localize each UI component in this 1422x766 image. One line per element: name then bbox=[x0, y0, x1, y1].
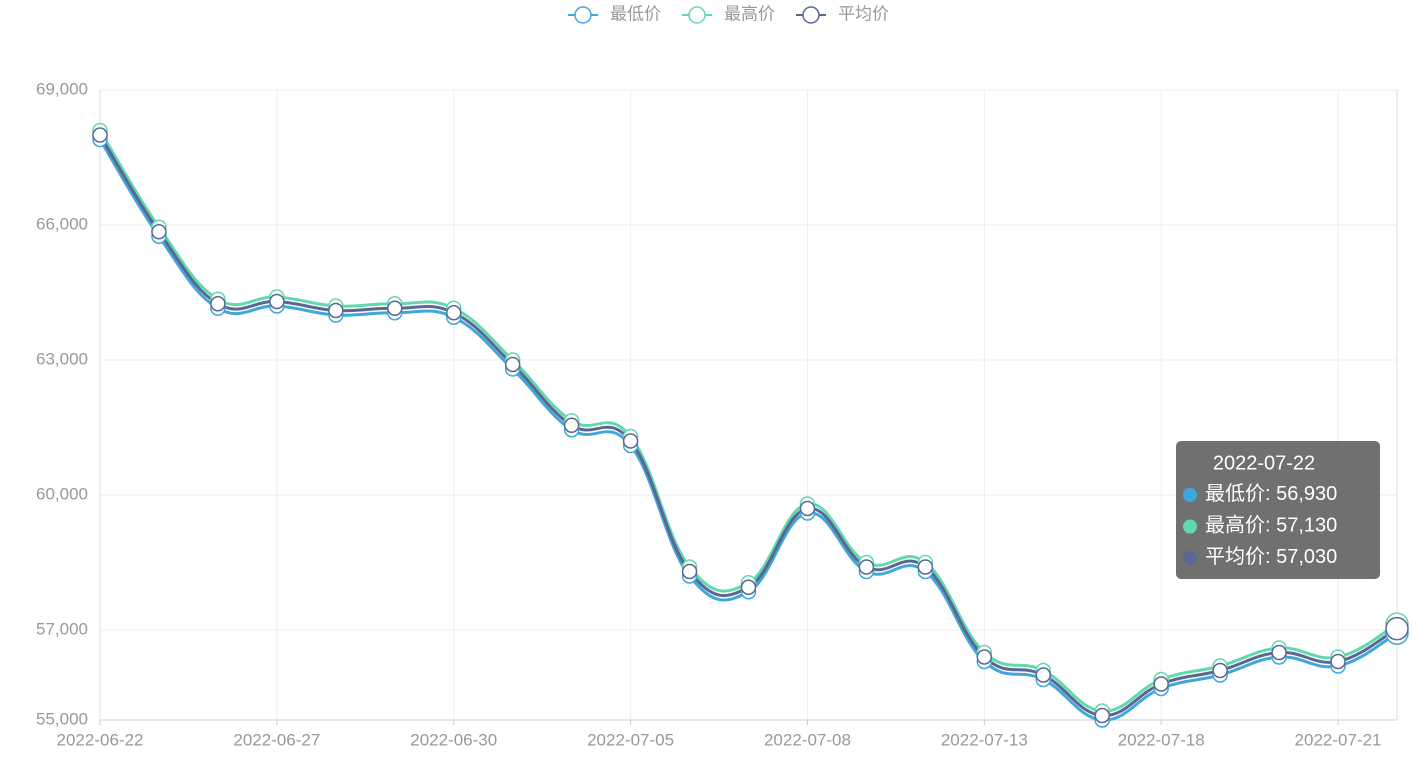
point-marker bbox=[1035, 667, 1052, 683]
y-tick-label: 69,000 bbox=[36, 79, 88, 98]
y-tick-label: 66,000 bbox=[36, 214, 88, 233]
point-marker bbox=[917, 559, 934, 575]
point-marker bbox=[328, 302, 344, 319]
tooltip-series-name: 最高价 bbox=[1205, 514, 1265, 537]
y-tick-label: 57,000 bbox=[36, 619, 88, 638]
point-marker bbox=[740, 579, 757, 595]
point-marker bbox=[1212, 662, 1228, 679]
tooltip-dot bbox=[1183, 551, 1197, 565]
tooltip-dot bbox=[1183, 519, 1197, 534]
tooltip: 2022-07-22 最低价: 56,930 最高价: 57,130 平均价: 57,… bbox=[1176, 441, 1380, 579]
legend-marker bbox=[802, 6, 820, 24]
point-marker bbox=[1153, 676, 1169, 692]
point-marker bbox=[269, 293, 285, 310]
point-marker bbox=[799, 500, 816, 517]
point-marker bbox=[681, 563, 698, 580]
y-tick-label: 60,000 bbox=[36, 484, 88, 503]
point-marker bbox=[210, 296, 226, 312]
tooltip-separator: : bbox=[1265, 483, 1276, 505]
tooltip-entry: 平均价: 57,030 bbox=[1205, 545, 1337, 568]
tooltip-box bbox=[1176, 441, 1380, 579]
x-tick-label: 2022-07-05 bbox=[587, 730, 674, 749]
point-marker bbox=[387, 300, 403, 316]
tooltip-series-name: 平均价 bbox=[1205, 545, 1265, 568]
tooltip-value: 57,130 bbox=[1276, 515, 1337, 537]
series-line bbox=[98, 138, 1398, 722]
tooltip-series-name: 最低价 bbox=[1205, 482, 1265, 505]
point-marker bbox=[92, 127, 108, 143]
point-marker bbox=[858, 559, 875, 575]
x-tick-label: 2022-07-18 bbox=[1118, 730, 1205, 749]
point-marker bbox=[622, 433, 639, 449]
tooltip-value: 57,030 bbox=[1276, 546, 1337, 568]
point-marker bbox=[1094, 707, 1110, 724]
tooltip-separator: : bbox=[1265, 546, 1276, 568]
point-marker bbox=[976, 649, 993, 665]
point-marker bbox=[563, 417, 580, 433]
point-marker bbox=[1330, 653, 1346, 670]
legend-label: 最低价 bbox=[610, 4, 661, 23]
x-tick-label: 2022-07-08 bbox=[764, 730, 851, 749]
series-line bbox=[98, 134, 1398, 718]
tooltip-title: 2022-07-22 bbox=[1213, 452, 1315, 474]
point-marker bbox=[1385, 616, 1409, 641]
y-tick-label: 55,000 bbox=[36, 709, 88, 728]
legend-marker bbox=[574, 6, 592, 24]
x-tick-label: 2022-06-22 bbox=[57, 730, 144, 749]
legend: 最低价 最高价 平均价 bbox=[568, 4, 889, 24]
tooltip-value: 56,930 bbox=[1276, 483, 1337, 505]
x-tick-label: 2022-07-21 bbox=[1295, 730, 1382, 749]
point-marker bbox=[445, 305, 462, 321]
point-marker bbox=[504, 356, 521, 373]
legend-label: 平均价 bbox=[838, 4, 889, 23]
x-tick-label: 2022-07-13 bbox=[941, 730, 1028, 749]
point-marker bbox=[1271, 644, 1287, 661]
tooltip-entry: 最高价: 57,130 bbox=[1205, 514, 1337, 537]
tooltip-separator: : bbox=[1265, 515, 1276, 537]
x-tick-label: 2022-06-27 bbox=[233, 730, 320, 749]
point-marker bbox=[151, 224, 167, 240]
legend-marker bbox=[688, 6, 706, 24]
x-tick-label: 2022-06-30 bbox=[410, 730, 497, 749]
tooltip-entry: 最低价: 56,930 bbox=[1205, 482, 1337, 505]
series-line bbox=[98, 129, 1398, 713]
y-tick-label: 63,000 bbox=[36, 349, 88, 368]
tooltip-dot bbox=[1183, 488, 1197, 502]
legend-label: 最高价 bbox=[724, 4, 775, 23]
